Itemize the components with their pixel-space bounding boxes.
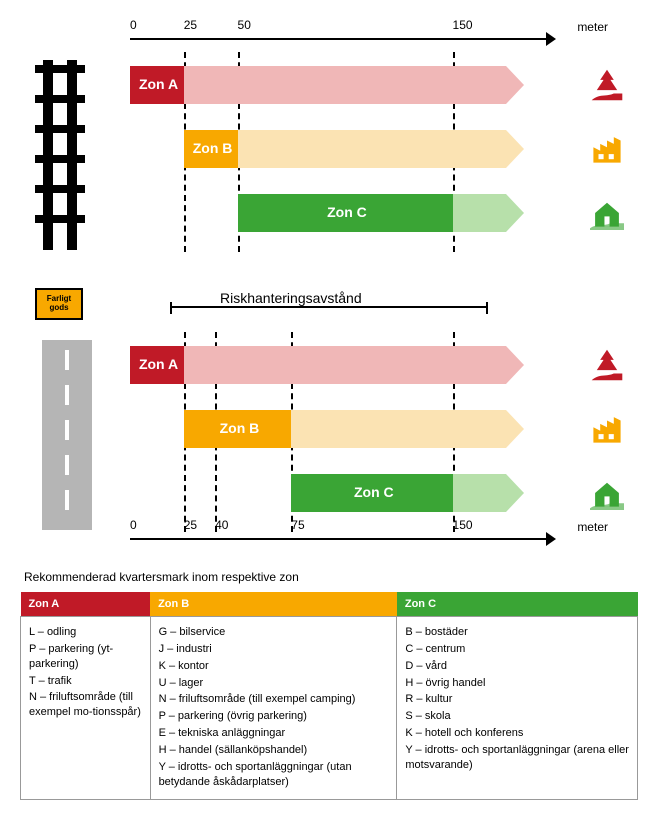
risk-label: Riskhanteringsavstånd <box>220 290 362 306</box>
factory-icon <box>588 130 626 168</box>
axis-bottom-unit: meter <box>577 520 608 534</box>
axis-tick: 150 <box>453 18 473 32</box>
axis-top-unit: meter <box>577 20 608 34</box>
table-item: G – bilservice <box>159 625 389 640</box>
house-icon <box>588 474 626 512</box>
axis-tick: 25 <box>184 18 197 32</box>
table-item: H – övrig handel <box>405 676 629 691</box>
table-item: N – friluftsområde (till exempel mo-tion… <box>29 690 142 720</box>
chart-top: Zon A Zon B Zon C <box>130 60 578 270</box>
axis-tick: 40 <box>215 518 228 532</box>
zone-label: Zon B <box>220 420 260 436</box>
railway-icon <box>35 60 105 250</box>
sign-line2: gods <box>49 304 68 313</box>
factory-icon <box>588 410 626 448</box>
axis-tick: 75 <box>291 518 304 532</box>
house-icon <box>588 194 626 232</box>
axis-tick: 25 <box>184 518 197 532</box>
zone-label: Zon B <box>193 140 233 156</box>
table-item: S – skola <box>405 709 629 724</box>
table-cell: L – odling P – parkering (yt-parkering) T … <box>21 617 151 800</box>
zone-label: Zon C <box>354 484 394 500</box>
zone-row: Zon C <box>130 188 578 238</box>
axis-tick: 0 <box>130 18 137 32</box>
zone-row: Zon A <box>130 340 578 390</box>
table-item: C – centrum <box>405 642 629 657</box>
axis-top: 02550150 meter <box>130 20 578 50</box>
axis-bottom: 0254075150 meter <box>130 520 578 550</box>
zone-label: Zon C <box>327 204 367 220</box>
table-item: K – kontor <box>159 659 389 674</box>
zone-row: Zon C <box>130 468 578 518</box>
table-item: Y – idrotts- och sportanläggningar (aren… <box>405 743 629 773</box>
zone-table: Zon AZon BZon C L – odling P – parkering … <box>20 592 638 800</box>
table-item: D – vård <box>405 659 629 674</box>
tree-icon <box>588 66 626 104</box>
axis-tick: 150 <box>453 518 473 532</box>
zone-label: Zon A <box>139 76 178 92</box>
table-item: U – lager <box>159 676 389 691</box>
zone-row: Zon B <box>130 404 578 454</box>
table-item: N – friluftsområde (till exempel camping… <box>159 692 389 707</box>
zone-diagram: 0 25 50 150 meter Zon A Zon B Zon C Farligt g… <box>20 20 638 540</box>
table-item: E – tekniska anläggningar <box>159 726 389 741</box>
table-cell: B – bostäder C – centrum D – vård H – övrig… <box>397 617 638 800</box>
table-header: Zon B <box>150 592 397 617</box>
chart-bottom: Zon A Zon B Zon C <box>130 340 578 530</box>
table-title: Rekommenderad kvartersmark inom respekti… <box>24 570 638 584</box>
table-item: L – odling <box>29 625 142 640</box>
road-icon <box>42 340 92 530</box>
table-item: K – hotell och konferens <box>405 726 629 741</box>
axis-tick: 0 <box>130 518 137 532</box>
table-item: H – handel (sällanköpshandel) <box>159 743 389 758</box>
zone-row: Zon B <box>130 124 578 174</box>
tree-icon <box>588 346 626 384</box>
risk-bracket <box>170 306 488 308</box>
table-item: J – industri <box>159 642 389 657</box>
table-item: P – parkering (yt-parkering) <box>29 642 142 672</box>
zone-row: Zon A <box>130 60 578 110</box>
table-header: Zon C <box>397 592 638 617</box>
table-item: B – bostäder <box>405 625 629 640</box>
table-item: Y – idrotts- och sportanläggningar (utan… <box>159 760 389 790</box>
table-cell: G – bilservice J – industri K – kontor U – … <box>150 617 397 800</box>
zone-label: Zon A <box>139 356 178 372</box>
danger-sign: Farligt gods <box>35 288 83 320</box>
table-header: Zon A <box>21 592 151 617</box>
axis-tick: 50 <box>238 18 251 32</box>
table-item: P – parkering (övrig parkering) <box>159 709 389 724</box>
table-item: R – kultur <box>405 692 629 707</box>
table-item: T – trafik <box>29 674 142 689</box>
